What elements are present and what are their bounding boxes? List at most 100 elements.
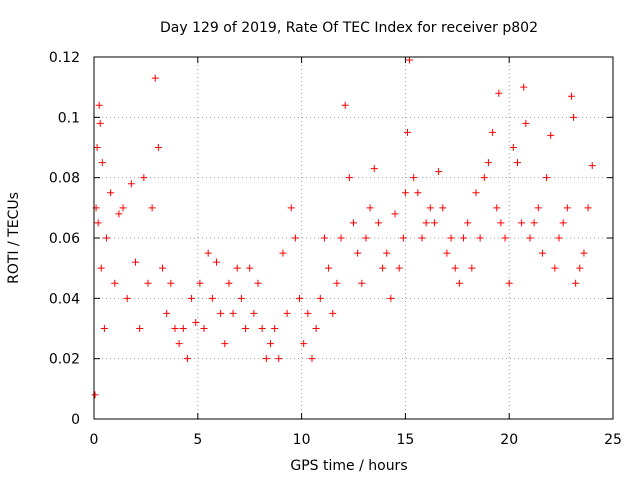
data-point xyxy=(406,56,414,64)
data-point xyxy=(576,264,584,272)
data-point xyxy=(572,279,580,287)
data-point xyxy=(171,325,179,332)
data-point xyxy=(538,249,546,257)
data-point xyxy=(588,162,596,170)
data-point xyxy=(484,159,492,167)
data-point xyxy=(279,249,287,257)
data-point xyxy=(151,74,159,82)
data-point xyxy=(320,234,328,242)
data-point xyxy=(403,128,411,136)
data-point xyxy=(333,279,341,287)
data-point xyxy=(127,180,135,188)
data-point xyxy=(291,234,299,242)
data-point xyxy=(119,204,127,212)
y-axis-label: ROTI / TECUs xyxy=(6,192,22,284)
data-point xyxy=(497,219,505,227)
data-point xyxy=(341,101,349,109)
data-point xyxy=(547,131,555,139)
data-point xyxy=(443,249,451,257)
data-point xyxy=(584,204,592,212)
x-tick-label: 25 xyxy=(604,432,622,448)
data-point xyxy=(275,355,283,363)
data-point xyxy=(522,119,530,127)
data-point xyxy=(567,92,575,100)
data-point xyxy=(505,279,513,287)
data-point xyxy=(493,204,501,212)
data-point xyxy=(304,309,312,317)
chart-title: Day 129 of 2019, Rate Of TEC Index for r… xyxy=(160,20,538,36)
data-point xyxy=(447,234,455,242)
x-tick-label: 10 xyxy=(293,432,311,448)
data-point xyxy=(509,144,517,151)
data-point xyxy=(283,309,291,317)
data-point xyxy=(140,174,148,182)
data-point xyxy=(495,89,503,97)
data-point xyxy=(374,219,382,227)
data-point xyxy=(167,279,175,287)
data-point xyxy=(204,249,212,257)
data-point xyxy=(518,219,526,227)
data-point xyxy=(468,264,476,272)
data-point xyxy=(430,219,438,227)
data-point xyxy=(391,210,399,218)
data-point xyxy=(200,325,208,332)
data-point xyxy=(287,204,295,212)
y-tick-label: 0 xyxy=(71,412,80,428)
data-point xyxy=(414,189,422,197)
data-point xyxy=(229,309,237,317)
data-point xyxy=(514,159,522,167)
data-point xyxy=(107,189,115,197)
data-point xyxy=(489,128,497,136)
data-point xyxy=(136,325,144,332)
x-tick-label: 15 xyxy=(396,432,414,448)
data-point xyxy=(300,340,308,348)
y-tick-label: 0.04 xyxy=(49,291,80,307)
data-point xyxy=(246,264,254,272)
data-point xyxy=(325,264,333,272)
y-tick-label: 0.1 xyxy=(58,110,80,126)
data-point xyxy=(435,168,443,176)
data-point xyxy=(345,174,353,182)
data-point xyxy=(362,234,370,242)
x-tick-label: 5 xyxy=(193,432,202,448)
data-point xyxy=(526,234,534,242)
data-point xyxy=(563,204,571,212)
data-point xyxy=(242,325,250,332)
data-point xyxy=(208,294,216,302)
data-point xyxy=(217,309,225,317)
data-point xyxy=(401,189,409,197)
data-points xyxy=(91,56,596,399)
data-point xyxy=(296,294,304,302)
data-point xyxy=(237,294,245,302)
data-point xyxy=(271,325,279,332)
data-point xyxy=(551,264,559,272)
data-point xyxy=(163,309,171,317)
data-point xyxy=(262,355,270,363)
data-point xyxy=(95,101,103,109)
data-point xyxy=(383,249,391,257)
data-point xyxy=(366,204,374,212)
y-tick-label: 0.02 xyxy=(49,352,80,368)
data-point xyxy=(159,264,167,272)
data-point xyxy=(426,204,434,212)
x-axis-label: GPS time / hours xyxy=(290,458,407,474)
data-point xyxy=(123,294,131,302)
data-point xyxy=(233,264,241,272)
data-point xyxy=(100,325,108,332)
data-point xyxy=(570,113,578,121)
data-point xyxy=(316,294,324,302)
data-point xyxy=(98,159,106,167)
data-point xyxy=(530,219,538,227)
data-point xyxy=(188,294,196,302)
data-point xyxy=(370,165,378,173)
plot-frame xyxy=(93,56,614,420)
data-point xyxy=(559,219,567,227)
data-point xyxy=(410,174,418,182)
data-point xyxy=(94,219,102,227)
data-point xyxy=(148,204,156,212)
data-point xyxy=(472,189,480,197)
data-point xyxy=(520,83,528,91)
data-point xyxy=(350,219,357,227)
data-point xyxy=(144,279,152,287)
data-point xyxy=(329,309,337,317)
